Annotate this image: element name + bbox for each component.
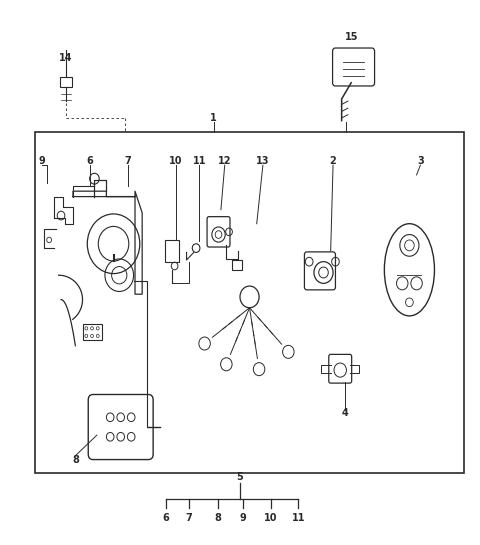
Text: 3: 3 — [417, 156, 424, 166]
Text: 2: 2 — [330, 156, 336, 166]
Text: 15: 15 — [346, 32, 359, 41]
Text: 11: 11 — [192, 156, 206, 166]
Text: 1: 1 — [210, 113, 217, 123]
Text: 6: 6 — [86, 156, 93, 166]
Text: 14: 14 — [59, 53, 72, 63]
Text: 8: 8 — [214, 513, 221, 523]
Text: 9: 9 — [240, 513, 247, 523]
Text: 7: 7 — [186, 513, 192, 523]
Text: 7: 7 — [124, 156, 131, 166]
Bar — [83, 324, 102, 340]
Text: 5: 5 — [237, 473, 243, 482]
Text: 9: 9 — [38, 156, 45, 166]
Bar — [165, 240, 180, 262]
Bar — [232, 260, 242, 270]
Text: 12: 12 — [218, 156, 231, 166]
Bar — [60, 77, 72, 87]
Text: 10: 10 — [169, 156, 182, 166]
Text: 4: 4 — [342, 409, 348, 419]
Text: 8: 8 — [72, 455, 79, 464]
Text: 10: 10 — [264, 513, 278, 523]
Bar — [35, 131, 464, 473]
Text: 11: 11 — [291, 513, 305, 523]
Text: 6: 6 — [163, 513, 169, 523]
Text: 13: 13 — [256, 156, 270, 166]
